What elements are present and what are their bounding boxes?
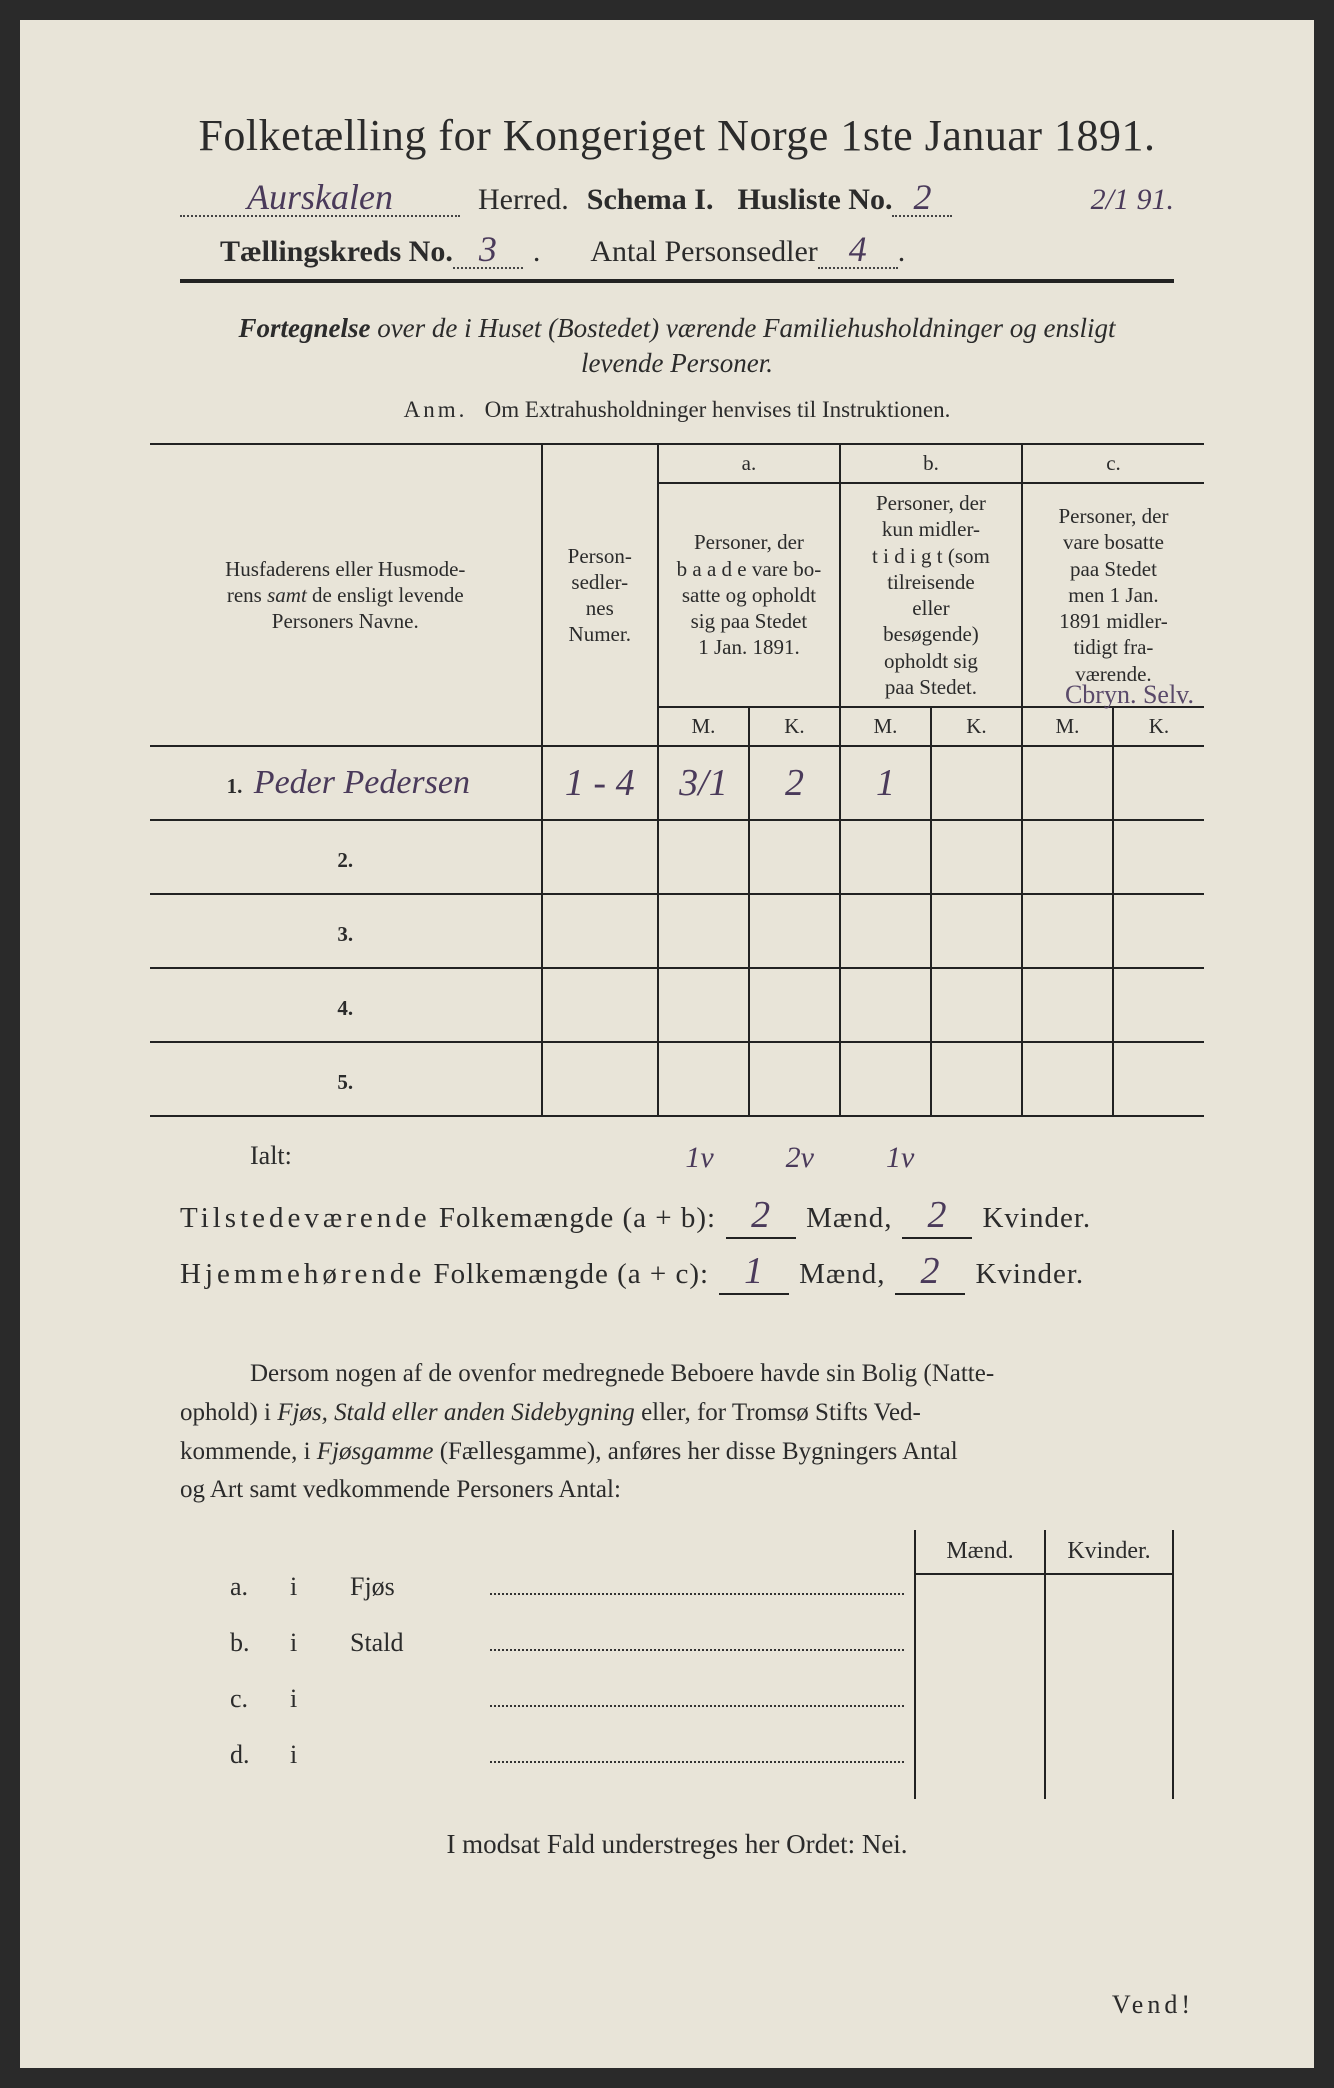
schema-label: Schema I. <box>587 183 714 217</box>
col-b-desc: Personer, derkun midler-t i d i g t (som… <box>840 483 1022 707</box>
total-present-line: Tilstedeværende Folkemængde (a + b): 2 M… <box>180 1193 1174 1239</box>
col-c-top: c. <box>1022 444 1204 483</box>
table-row: 2. <box>150 820 1204 894</box>
ialt-v2: 2v <box>786 1141 814 1175</box>
col-header-name: Husfaderens eller Husmode-rens samt de e… <box>150 444 542 746</box>
divider <box>180 279 1174 283</box>
col-a-k: K. <box>749 707 840 746</box>
col-b-m: M. <box>840 707 931 746</box>
census-form-page: Folketælling for Kongeriget Norge 1ste J… <box>20 20 1314 2068</box>
col-a-desc: Personer, derb a a d e vare bo-satte og … <box>658 483 840 707</box>
lower-col-maend: Mænd. <box>914 1530 1044 1799</box>
lower-section: a.iFjøsb.iStaldc.id.i Mænd. Kvinder. <box>230 1530 1174 1799</box>
date-annotation: 2/1 91. <box>1091 183 1174 217</box>
page-title: Folketælling for Kongeriget Norge 1ste J… <box>150 110 1204 161</box>
lower-hdr-k: Kvinder. <box>1046 1530 1172 1575</box>
ialt-row: Ialt: 1v 2v 1v <box>170 1141 1184 1175</box>
ialt-label: Ialt: <box>170 1141 555 1175</box>
kreds-no: 3 <box>453 231 523 269</box>
col-c-m: M. <box>1022 707 1113 746</box>
col-a-top: a. <box>658 444 840 483</box>
kreds-label: Tællingskreds No. <box>220 235 453 269</box>
col-c-k: K. <box>1113 707 1204 746</box>
anm-label: Anm. <box>404 397 468 422</box>
header-line-1: Aurskalen Herred. Schema I. Husliste No.… <box>150 179 1204 217</box>
t2-m: 1 <box>719 1249 789 1295</box>
subtitle-line1: Fortegnelse over de i Huset (Bostedet) v… <box>150 313 1204 344</box>
table-row: 3. <box>150 894 1204 968</box>
anm-text: Om Extrahusholdninger henvises til Instr… <box>485 397 951 422</box>
lower-row: c.i <box>230 1684 914 1740</box>
anm-line: Anm. Om Extrahusholdninger henvises til … <box>150 397 1204 423</box>
t1-m: 2 <box>726 1193 796 1239</box>
antal-label: Antal Personsedler <box>590 235 817 269</box>
lower-cols: Mænd. Kvinder. <box>914 1530 1174 1799</box>
lower-rows: a.iFjøsb.iStaldc.id.i <box>230 1530 914 1799</box>
instruction-paragraph: Dersom nogen af de ovenfor medregnede Be… <box>180 1355 1174 1510</box>
col-b-k: K. <box>931 707 1022 746</box>
lower-hdr-m: Mænd. <box>916 1530 1044 1575</box>
lower-row: d.i <box>230 1740 914 1796</box>
ialt-v1: 1v <box>685 1141 713 1175</box>
table-row: 4. <box>150 968 1204 1042</box>
table-row: 5. <box>150 1042 1204 1116</box>
col-header-num: Person-sedler-nesNumer. <box>542 444 658 746</box>
husliste-label: Husliste No. <box>737 183 892 217</box>
census-table: Husfaderens eller Husmode-rens samt de e… <box>150 443 1204 1117</box>
husliste-no: 2 <box>892 179 952 217</box>
lower-row: a.iFjøs <box>230 1572 914 1628</box>
t2-k: 2 <box>895 1249 965 1295</box>
header-line-2: Tællingskreds No. 3 . Antal Personsedler… <box>150 231 1204 269</box>
col-c-desc: Personer, dervare bosattepaa Stedetmen 1… <box>1022 483 1204 707</box>
total-resident-line: Hjemmehørende Folkemængde (a + c): 1 Mæn… <box>180 1249 1174 1295</box>
corner-annotation: Cbryn. Selv. <box>1065 680 1194 710</box>
bottom-line: I modsat Fald understreges her Ordet: Ne… <box>150 1829 1204 1860</box>
ialt-v3: 1v <box>886 1141 914 1175</box>
lower-row: b.iStald <box>230 1628 914 1684</box>
herred-value: Aurskalen <box>180 179 460 217</box>
col-b-top: b. <box>840 444 1022 483</box>
subtitle-line2: levende Personer. <box>150 348 1204 379</box>
table-row: 1. Peder Pedersen1 - 43/121 <box>150 746 1204 820</box>
lower-col-kvinder: Kvinder. <box>1044 1530 1174 1799</box>
col-a-m: M. <box>658 707 749 746</box>
t1-k: 2 <box>902 1193 972 1239</box>
vend-label: Vend! <box>1112 1990 1194 2020</box>
herred-label: Herred. <box>478 183 569 217</box>
antal-value: 4 <box>818 231 898 269</box>
